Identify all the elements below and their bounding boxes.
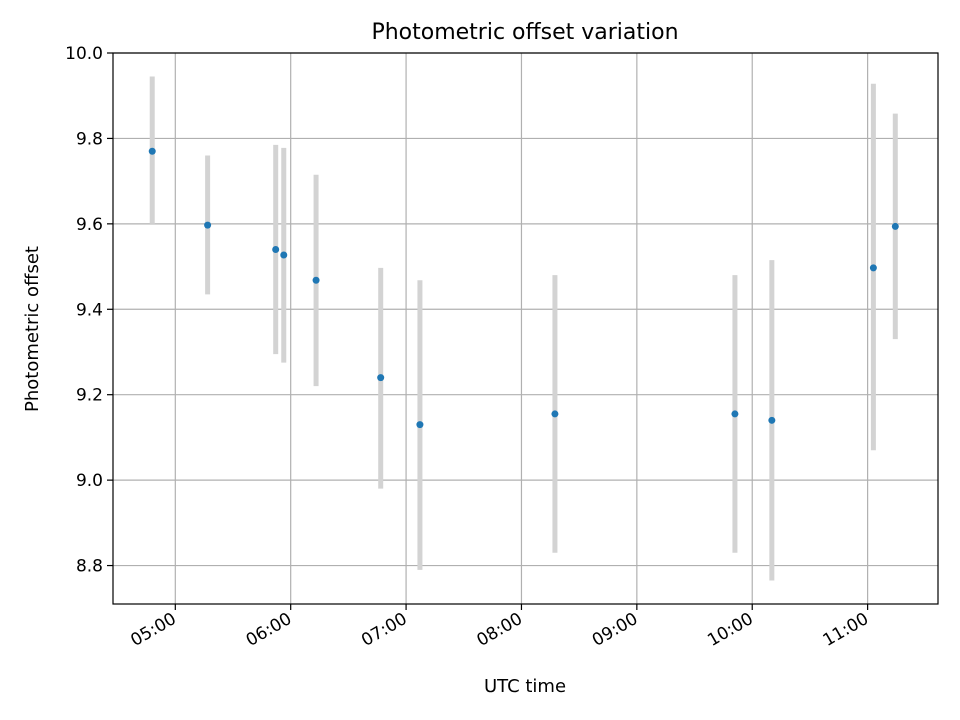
data-point: [891, 222, 899, 230]
chart-title: Photometric offset variation: [371, 20, 678, 45]
y-tick-label: 9.6: [76, 215, 103, 235]
plot-frame: [112, 52, 939, 605]
data-point: [272, 245, 280, 253]
data-point: [731, 410, 739, 418]
y-tick-label: 9.0: [76, 471, 103, 491]
y-tick-label: 10.0: [65, 44, 103, 64]
data-point: [377, 374, 385, 382]
data-point: [416, 421, 424, 429]
x-axis-label: UTC time: [484, 676, 566, 697]
data-point: [551, 410, 559, 418]
data-points: [148, 147, 899, 429]
data-point: [148, 147, 156, 155]
data-point: [312, 276, 320, 284]
data-point: [768, 416, 776, 424]
y-tick-label: 8.8: [76, 557, 103, 577]
data-point: [204, 221, 212, 229]
y-axis-label: Photometric offset: [22, 246, 43, 412]
y-tick-label: 9.2: [76, 386, 103, 406]
data-point: [280, 251, 288, 259]
data-point: [869, 264, 877, 272]
y-tick-label: 9.8: [76, 129, 103, 149]
y-tick-label: 9.4: [76, 300, 103, 320]
